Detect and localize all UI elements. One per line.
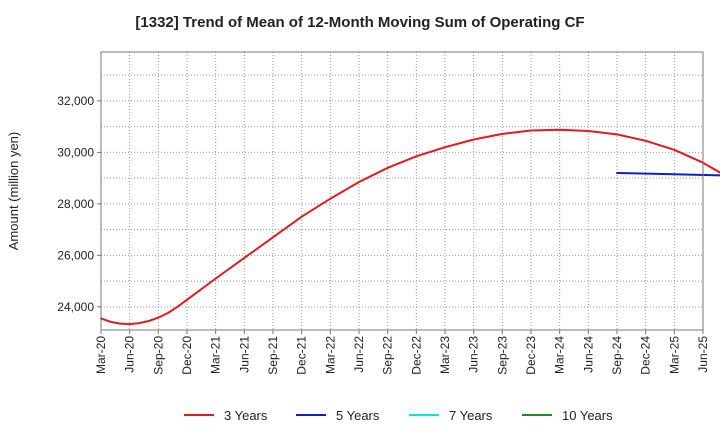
series-layer [100, 128, 720, 326]
x-tick-label: Sep-22 [381, 336, 395, 375]
y-tick-label: 30,000 [57, 145, 94, 159]
x-tick-label: Mar-22 [323, 336, 337, 374]
y-tick-label: 24,000 [57, 300, 94, 314]
x-tick-label: Sep-23 [495, 336, 509, 375]
x-tick-label: Mar-20 [94, 336, 108, 374]
x-tick-label: Mar-25 [667, 336, 681, 374]
legend-label: 7 Years [449, 408, 493, 423]
x-tick-label: Dec-22 [409, 336, 423, 375]
legend-label: 3 Years [224, 408, 268, 423]
x-tick-label: Jun-25 [696, 336, 710, 373]
x-tick-label: Dec-20 [180, 336, 194, 375]
grid-layer [100, 52, 704, 330]
series-line-3-years [100, 128, 720, 326]
x-tick-label: Jun-23 [467, 336, 481, 373]
x-tick-label: Sep-21 [266, 336, 280, 375]
plot-border [100, 51, 704, 331]
y-axis-label: Amount (million yen) [6, 132, 21, 251]
chart-title: [1332] Trend of Mean of 12-Month Moving … [135, 14, 584, 31]
y-tick-layer: 24,000 26,000 28,000 30,000 32,000 [57, 94, 101, 314]
x-tick-label: Dec-24 [639, 336, 653, 375]
series-line-5-years [616, 172, 720, 177]
legend-label: 5 Years [336, 408, 380, 423]
y-tick-label: 26,000 [57, 248, 94, 262]
legend-layer: 3 Years 5 Years 7 Years 10 Years [184, 408, 613, 423]
x-tick-label: Mar-23 [438, 336, 452, 374]
legend-label: 10 Years [562, 408, 613, 423]
y-tick-label: 28,000 [57, 197, 94, 211]
x-tick-label: Dec-21 [295, 336, 309, 375]
x-tick-label: Jun-22 [352, 336, 366, 373]
x-tick-label: Jun-21 [237, 336, 251, 373]
x-tick-label: Mar-21 [209, 336, 223, 374]
y-tick-label: 32,000 [57, 94, 94, 108]
x-tick-label: Jun-24 [581, 336, 595, 373]
x-tick-label: Dec-23 [524, 336, 538, 375]
x-tick-label: Sep-24 [610, 336, 624, 375]
x-tick-label: Sep-20 [151, 336, 165, 375]
x-tick-label: Mar-24 [553, 336, 567, 374]
x-tick-layer: Mar-20 Jun-20 Sep-20 Dec-20 Mar-21 Jun-21 Sep-… [94, 330, 710, 375]
x-tick-label: Jun-20 [123, 336, 137, 373]
